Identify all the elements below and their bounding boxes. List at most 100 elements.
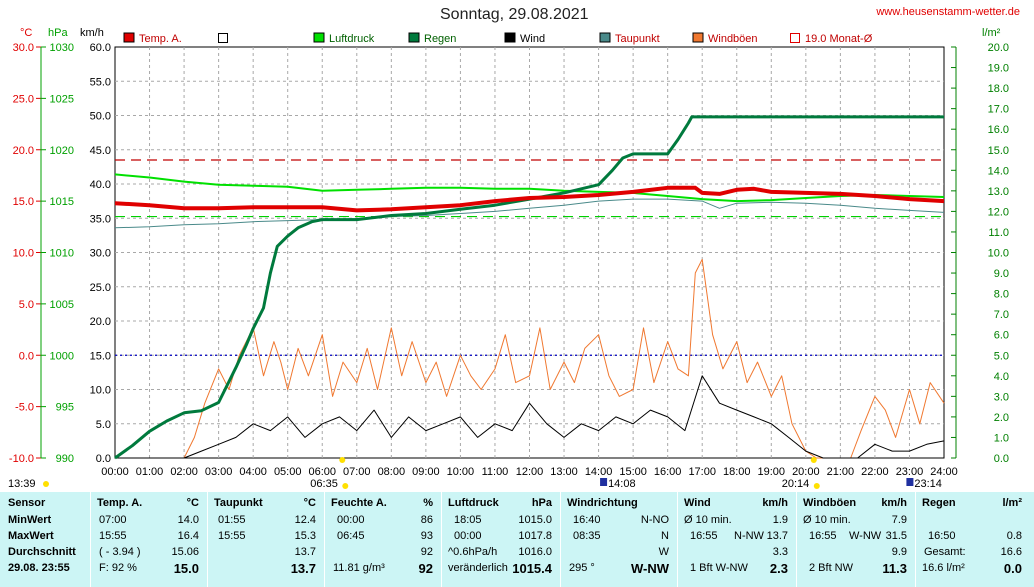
tick-x: 06:00: [308, 466, 336, 478]
tick-wind: 5.0: [96, 419, 111, 431]
tick-x: 15:00: [619, 466, 647, 478]
hum-now-value: 92: [418, 561, 433, 576]
legend-swatch: [790, 33, 800, 43]
statistics-table: Sensor MinWert MaxWert Durchschnitt 29.0…: [0, 492, 1034, 587]
tick-pressure: 1010: [50, 248, 74, 260]
col-humidity: Feuchte A. % 00:00 86 06:45 93 92 11.81 …: [325, 492, 441, 587]
tick-rain: 11.0: [988, 227, 1009, 239]
tick-x: 24:00: [930, 466, 958, 478]
legend-swatch: [123, 32, 135, 43]
tick-x: 23:00: [896, 466, 924, 478]
header-sensor: Sensor: [8, 497, 46, 509]
temp-unit: °C: [186, 497, 199, 509]
rain-last-time: 16:50: [928, 530, 956, 542]
col-rain: Regen l/m² 16:50 0.8 Gesamt: 16.6 16.6 l…: [916, 492, 1034, 587]
rain-last-value: 0.8: [1006, 530, 1022, 542]
tick-x: 22:00: [861, 466, 889, 478]
axis-label-rain: l/m²: [982, 27, 1001, 39]
gust-now-beaufort: 2 Bft NW: [809, 562, 854, 574]
tick-x: 09:00: [412, 466, 440, 478]
legend-label: Windböen: [708, 33, 758, 45]
tick-wind: 50.0: [90, 111, 111, 123]
tick-wind: 40.0: [90, 179, 111, 191]
col-wind: Wind km/h Ø 10 min. 1.9 16:55 N-NW 13.7 …: [678, 492, 796, 587]
col-dewpoint: Taupunkt °C 01:55 12.4 15:55 15.3 13.7 1…: [208, 492, 324, 587]
tick-wind: 55.0: [90, 76, 111, 88]
dir-min-time: 16:40: [573, 514, 601, 526]
dew-min-time: 01:55: [218, 514, 246, 526]
dir-now-degrees: 295 °: [569, 562, 595, 574]
wind-unit: km/h: [762, 497, 788, 509]
tick-x: 17:00: [688, 466, 716, 478]
axis-label-wind: km/h: [80, 27, 104, 39]
temp-min-value: 14.0: [177, 514, 199, 526]
gust-max-direction: W-NW: [849, 530, 882, 542]
press-avg-value: 1016.0: [518, 546, 552, 558]
tick-rain: 10.0: [988, 248, 1009, 260]
tick-x: 21:00: [827, 466, 855, 478]
temp-now-humidity: F: 92 %: [99, 562, 137, 574]
rain-now-value: 0.0: [1003, 561, 1022, 576]
tick-wind: 35.0: [90, 213, 111, 225]
tick-x: 16:00: [654, 466, 682, 478]
dew-min-value: 12.4: [294, 514, 316, 526]
wind-avg-value: 3.3: [772, 546, 788, 558]
sun-dot: [813, 483, 820, 489]
gust-min-label: Ø 10 min.: [803, 514, 851, 526]
gust-max-time: 16:55: [809, 530, 837, 542]
tick-rain: 9.0: [994, 268, 1009, 280]
series-rain: [114, 115, 944, 460]
tick-x: 10:00: [447, 466, 475, 478]
legend-swatch: [408, 32, 420, 43]
press-max-value: 1017.8: [518, 530, 552, 542]
tick-temp: 5.0: [19, 299, 34, 311]
tick-rain: 14.0: [988, 165, 1009, 177]
weather-chart: °C hPa km/h l/m² 30.0 25.0 20.0 15.0 10.0 5.0 0.0 -…: [8, 27, 1009, 490]
tick-rain: 12.0: [988, 206, 1009, 218]
row-avg-label: Durchschnitt: [8, 546, 76, 558]
dir-max-time: 08:35: [573, 530, 601, 542]
tick-wind: 60.0: [90, 42, 111, 54]
tick-rain: 16.0: [988, 124, 1009, 136]
tick-pressure: 1005: [50, 299, 74, 311]
tick-wind: 0.0: [96, 453, 111, 465]
tick-pressure: 1020: [50, 145, 74, 157]
dir-avg-value: W: [658, 546, 669, 558]
tick-pressure: 1030: [50, 42, 74, 54]
tick-rain: 20.0: [988, 42, 1009, 54]
tick-wind: 20.0: [90, 316, 111, 328]
page-title: Sonntag, 29.08.2021: [440, 6, 589, 23]
tick-x: 01:00: [136, 466, 164, 478]
legend-swatch: [504, 32, 516, 43]
sun-marker: [810, 457, 817, 463]
temp-min-time: 07:00: [99, 514, 127, 526]
temp-avg-diff: ( - 3.94 ): [99, 546, 141, 558]
tick-rain: 18.0: [988, 83, 1009, 95]
tick-wind: 15.0: [90, 350, 111, 362]
website-label[interactable]: www.heusenstamm-wetter.de: [876, 6, 1020, 18]
col-wind-direction: Windrichtung 16:40 N-NO 08:35 N W 295 ° …: [561, 492, 677, 587]
press-now-value: 1015.4: [512, 561, 552, 576]
legend-swatch: [218, 33, 228, 43]
sun-marker: [339, 457, 346, 463]
dew-now-value: 13.7: [290, 561, 316, 576]
tick-temp: 25.0: [13, 93, 34, 105]
moon-marker: [600, 478, 608, 486]
row-now-label: 29.08. 23:55: [8, 562, 70, 574]
tick-rain: 0.0: [994, 453, 1009, 465]
moon-time: 13:39: [8, 478, 36, 490]
wind-min-value: 1.9: [772, 514, 788, 526]
legend-label: Temp. A.: [139, 33, 182, 45]
wind-max-direction: N-NW: [734, 530, 764, 542]
tick-x: 19:00: [758, 466, 786, 478]
tick-pressure: 995: [56, 402, 74, 414]
gust-now-value: 11.3: [882, 561, 907, 576]
wind-header: Wind: [684, 497, 711, 509]
gust-max-value: 31.5: [885, 530, 907, 542]
press-min-value: 1015.0: [518, 514, 552, 526]
tick-pressure: 1015: [50, 196, 74, 208]
press-min-time: 18:05: [454, 514, 482, 526]
dew-max-value: 15.3: [294, 530, 316, 542]
temp-avg-value: 15.06: [171, 546, 199, 558]
tick-rain: 2.0: [994, 412, 1009, 424]
